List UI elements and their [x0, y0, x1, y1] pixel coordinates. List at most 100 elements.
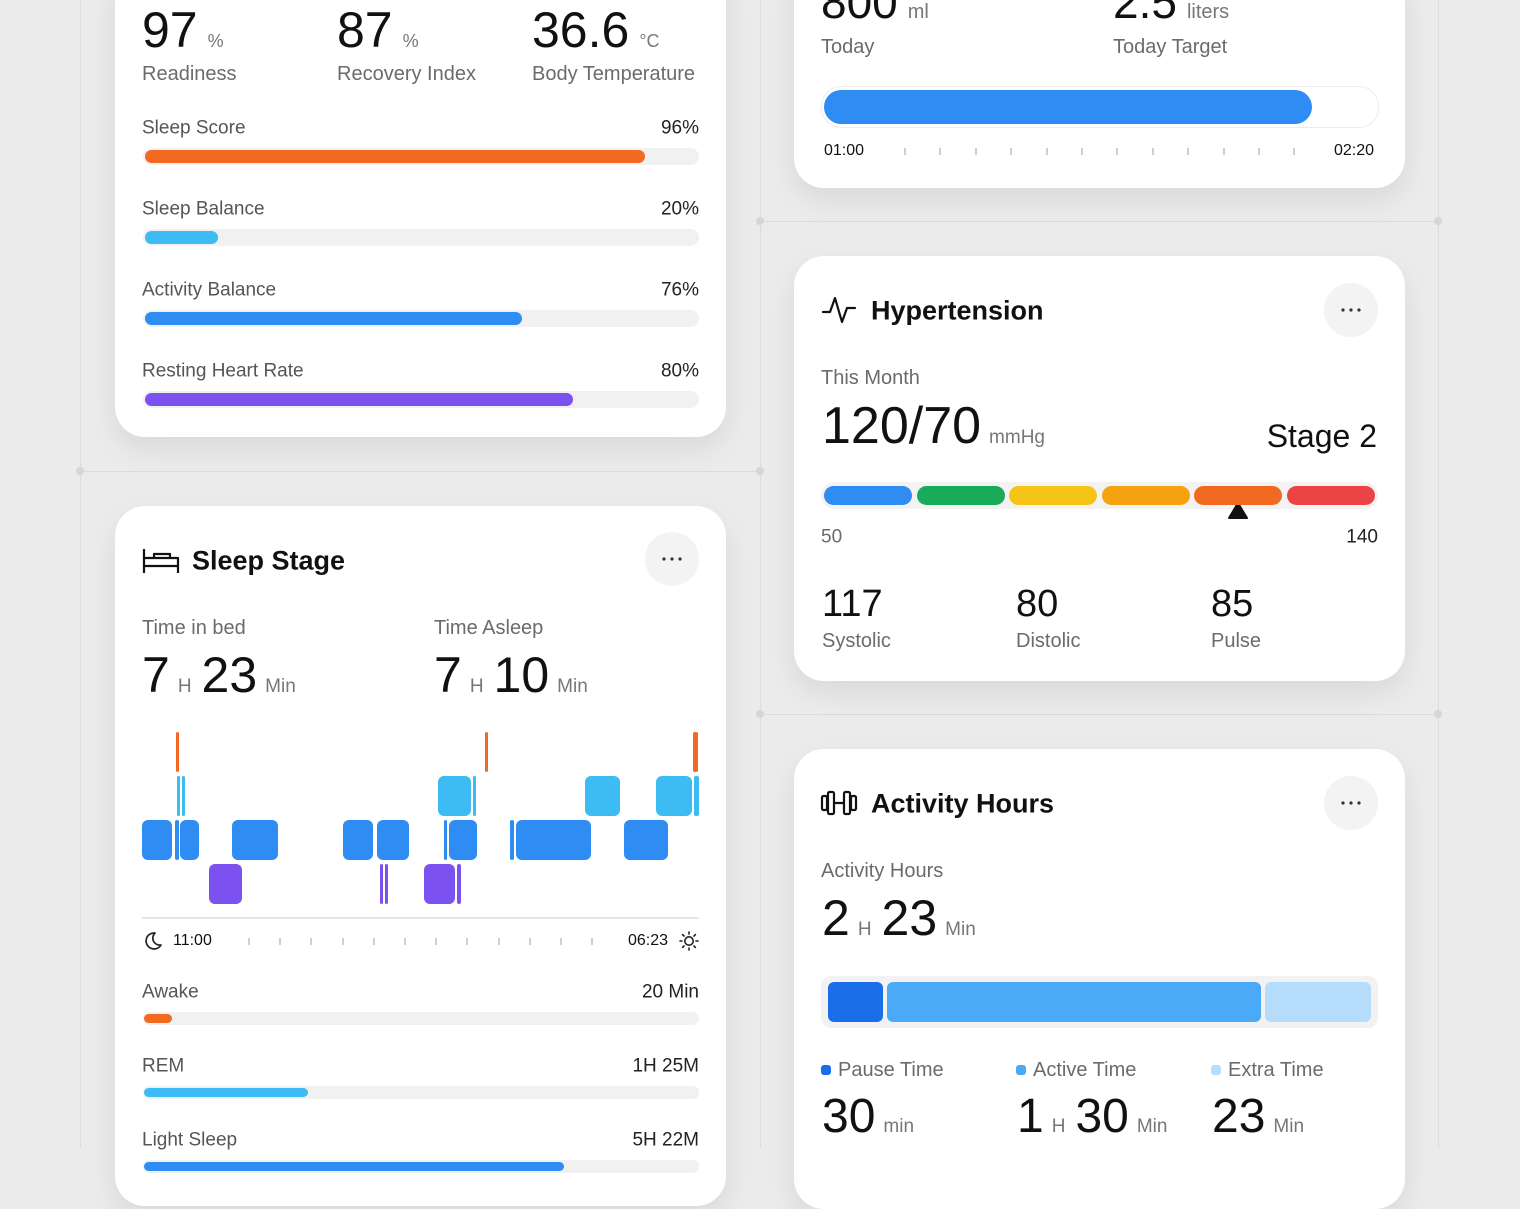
- stat-value: 85: [1211, 583, 1254, 625]
- duration: 7 H 23 Min: [142, 650, 306, 700]
- time-tick: [404, 938, 406, 945]
- guide-dot: [756, 217, 764, 225]
- sleep-block: [182, 776, 185, 816]
- water-value: 800: [821, 0, 898, 28]
- bp-scale-segment: [1194, 486, 1283, 505]
- score-fill: [145, 393, 573, 406]
- duration: 1 H 30 Min: [1017, 1093, 1177, 1141]
- score-fill: [145, 312, 522, 325]
- metric-value: 36.6: [532, 2, 630, 58]
- menu-button[interactable]: [645, 532, 699, 586]
- duration-number: 23: [201, 647, 258, 703]
- readiness-card: [115, 0, 726, 437]
- metric-label: Readiness: [142, 63, 237, 85]
- duration: 30 min: [822, 1093, 924, 1141]
- dashboard: Hypertension This Month 120/70 mmHg Stag…: [76, 0, 1442, 1209]
- sleep-block: [385, 864, 388, 904]
- pause-segment: [828, 982, 883, 1022]
- sleep-block: [656, 776, 692, 816]
- total-label: Time in bed: [142, 617, 246, 639]
- extra-segment: [1265, 982, 1371, 1022]
- bp-reading: 120/70 mmHg: [822, 400, 1055, 452]
- metric-unit: %: [207, 31, 224, 51]
- stat-label: Distolic: [1016, 630, 1081, 652]
- metric-unit: °C: [639, 31, 660, 51]
- stage-value: 20 Min: [641, 981, 699, 1003]
- water-unit: liters: [1186, 1, 1230, 23]
- bp-marker: [1228, 502, 1248, 519]
- sleep-block: [232, 820, 278, 860]
- end-time: 06:23: [627, 932, 668, 949]
- sun-icon: [679, 931, 699, 951]
- sleep-block: [438, 776, 471, 816]
- start-time: 11:00: [173, 932, 212, 949]
- score-value: 76%: [660, 279, 699, 301]
- sleep-block: [444, 820, 447, 860]
- bp-scale-track: [821, 482, 1378, 509]
- duration-number: 23: [881, 890, 938, 946]
- bp-scale-segment: [916, 486, 1005, 505]
- card-title: Sleep Stage: [192, 545, 346, 576]
- duration-number: 7: [142, 647, 170, 703]
- menu-button[interactable]: [1324, 283, 1378, 337]
- metric-value: 87: [337, 2, 393, 58]
- card-title: Activity Hours: [871, 788, 1055, 819]
- sleep-block: [343, 820, 373, 860]
- score-label: Resting Heart Rate: [142, 360, 304, 382]
- sleep-block: [694, 776, 699, 816]
- score-value: 20%: [660, 198, 699, 220]
- guide-line: [80, 0, 81, 1148]
- guide-line: [760, 0, 761, 1148]
- stat-label: Systolic: [822, 630, 891, 652]
- guide-line: [760, 714, 1438, 715]
- stage-track: [143, 1012, 699, 1025]
- guide-line: [80, 471, 760, 472]
- scale-min: 50: [821, 526, 843, 548]
- duration-unit: Min: [945, 919, 976, 940]
- duration-number: 10: [493, 647, 550, 703]
- duration-unit: H: [1051, 1116, 1066, 1137]
- duration-unit: H: [857, 919, 872, 940]
- score-fill: [145, 231, 218, 244]
- stage-label: Awake: [142, 981, 199, 1003]
- guide-dot: [756, 467, 764, 475]
- duration-number: 30: [1075, 1090, 1129, 1143]
- legend-dot: [821, 1065, 831, 1075]
- guide-dot: [1434, 710, 1442, 718]
- water-amount: 800 ml: [821, 0, 939, 25]
- end-time: 02:20: [1333, 142, 1374, 159]
- duration-unit: min: [883, 1116, 915, 1137]
- sleep-block: [624, 820, 668, 860]
- guide-dot: [1434, 217, 1442, 225]
- legend-dot: [1016, 1065, 1026, 1075]
- sleep-block: [180, 820, 199, 860]
- time-tick: [1116, 148, 1119, 155]
- guide-line: [1438, 0, 1439, 1148]
- time-tick: [939, 148, 942, 155]
- legend-label: Active Time: [1033, 1059, 1137, 1081]
- menu-button[interactable]: [1324, 776, 1378, 830]
- duration-unit: Min: [1273, 1116, 1305, 1137]
- start-time: 01:00: [824, 142, 865, 159]
- score-label: Sleep Score: [142, 117, 246, 139]
- time-tick: [466, 938, 469, 945]
- time-tick: [591, 938, 594, 945]
- sleep-block: [485, 732, 488, 772]
- duration-number: 30: [822, 1090, 876, 1143]
- duration-number: 7: [434, 647, 462, 703]
- section-label: Activity Hours: [821, 860, 944, 882]
- time-tick: [560, 938, 562, 945]
- hypertension-card: [794, 256, 1405, 681]
- bp-scale-segment: [1101, 486, 1190, 505]
- sleep-block: [424, 864, 455, 904]
- bp-scale-segment: [824, 486, 912, 505]
- time-tick: [279, 938, 282, 945]
- water-label: Today: [821, 36, 875, 58]
- time-tick: [1222, 148, 1225, 155]
- time-tick: [341, 938, 344, 945]
- dumbbell-icon: [820, 790, 858, 816]
- time-tick: [1258, 148, 1260, 155]
- duration-number: 1: [1017, 1090, 1044, 1143]
- time-tick: [1187, 148, 1190, 155]
- duration-unit: Min: [557, 676, 588, 697]
